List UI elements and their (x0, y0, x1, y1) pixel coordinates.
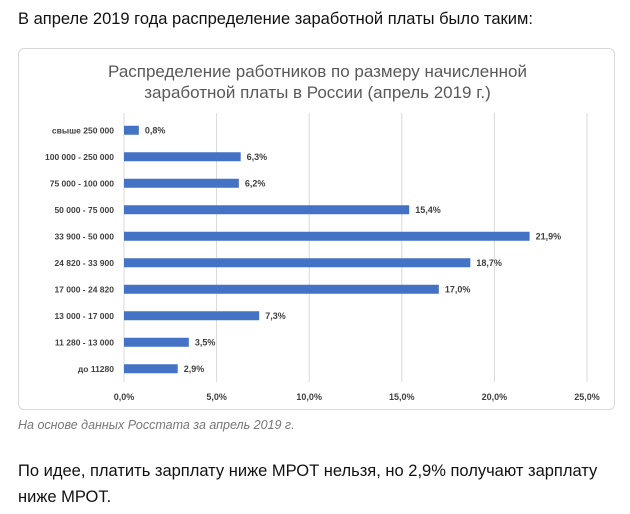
data-label: 0,8% (145, 125, 166, 135)
x-tick-label: 15,0% (389, 392, 415, 402)
y-category-label: 75 000 - 100 000 (50, 178, 115, 188)
chart-title: Распределение работников по размеру начи… (19, 61, 616, 103)
data-label: 6,2% (245, 178, 266, 188)
bar (124, 125, 139, 135)
data-label: 7,3% (265, 311, 286, 321)
x-tick-label: 0,0% (114, 392, 135, 402)
bar (124, 311, 260, 321)
data-label: 18,7% (476, 258, 502, 268)
x-tick-label: 5,0% (206, 392, 227, 402)
chart-figure: Распределение работников по размеру начи… (18, 48, 615, 410)
data-label: 21,9% (536, 231, 562, 241)
intro-text: В апреле 2019 года распределение заработ… (18, 10, 533, 28)
bar (124, 205, 410, 215)
y-category-label: 13 000 - 17 000 (54, 311, 114, 321)
x-tick-label: 20,0% (482, 392, 508, 402)
y-category-label: 11 280 - 13 000 (55, 337, 114, 347)
data-label: 2,9% (184, 364, 205, 374)
note-text: По идее, платить зарплату ниже МРОТ нель… (18, 462, 598, 506)
bar (124, 337, 189, 347)
y-category-label: 17 000 - 24 820 (54, 284, 114, 294)
y-category-label: 33 900 - 50 000 (54, 231, 114, 241)
y-category-label: 24 820 - 33 900 (54, 258, 114, 268)
chart-caption: На основе данных Росстата за апрель 2019… (18, 418, 295, 432)
data-label: 6,3% (247, 152, 268, 162)
x-tick-label: 10,0% (296, 392, 322, 402)
y-category-label: 100 000 - 250 000 (45, 152, 114, 162)
x-tick-label: 25,0% (574, 392, 600, 402)
bar (124, 284, 439, 294)
data-label: 17,0% (445, 284, 471, 294)
chart-title-line-1: Распределение работников по размеру начи… (108, 62, 527, 81)
y-category-label: 50 000 - 75 000 (54, 205, 114, 215)
data-label: 15,4% (415, 205, 441, 215)
y-category-label: до 11280 (78, 364, 114, 374)
data-label: 3,5% (195, 337, 216, 347)
bar-chart: 0,0% 5,0% 10,0% 15,0% 20,0% 25,0% свыше 250 00… (45, 113, 600, 402)
bar (124, 364, 178, 374)
y-category-label: свыше 250 000 (52, 125, 114, 135)
bar (124, 231, 530, 241)
bar (124, 152, 241, 162)
bar (124, 258, 471, 268)
chart-title-line-2: заработной платы в России (апрель 2019 г… (144, 83, 491, 102)
bar (124, 178, 239, 188)
